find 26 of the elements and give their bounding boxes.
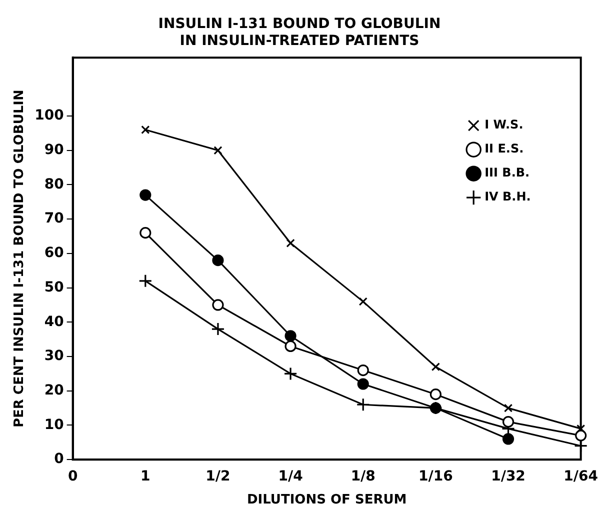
x-tick-label: 1/64 — [564, 468, 598, 485]
y-tick-label: 30 — [44, 348, 64, 364]
y-axis-title: PER CENT INSULIN I-131 BOUND TO GLOBULIN — [12, 90, 28, 428]
x-tick-label: 1/8 — [350, 468, 376, 485]
legend-label: III B.B. — [484, 166, 530, 180]
x-tick-label: 1/32 — [491, 468, 526, 485]
x-tick-label: 0 — [68, 468, 78, 485]
legend-label: II E.S. — [484, 142, 524, 156]
x-tick-label: 1/4 — [278, 468, 304, 485]
y-tick-label: 0 — [54, 451, 64, 468]
y-tick-label: 40 — [44, 314, 64, 330]
y-tick-label: 70 — [44, 210, 64, 227]
legend-label: I W.S. — [484, 118, 524, 132]
x-tick-label: 1/2 — [206, 468, 230, 485]
legend-label: IV B.H. — [484, 190, 531, 204]
y-tick-label: 90 — [44, 142, 64, 158]
y-tick-label: 10 — [44, 416, 64, 433]
x-tick-label: 1 — [140, 468, 150, 485]
y-tick-label: 50 — [44, 279, 64, 296]
y-tick-label: 80 — [44, 176, 64, 192]
x-axis-title: DILUTIONS OF SERUM — [246, 492, 407, 508]
y-tick-label: 20 — [44, 382, 64, 399]
x-tick-label: 1/16 — [418, 468, 453, 485]
y-tick-label: 60 — [44, 245, 64, 262]
y-tick-label: 100 — [34, 108, 64, 124]
chart-title: INSULIN I-131 BOUND TO GLOBULIN IN INSULIN-TREATED PATIENTS — [158, 16, 441, 49]
